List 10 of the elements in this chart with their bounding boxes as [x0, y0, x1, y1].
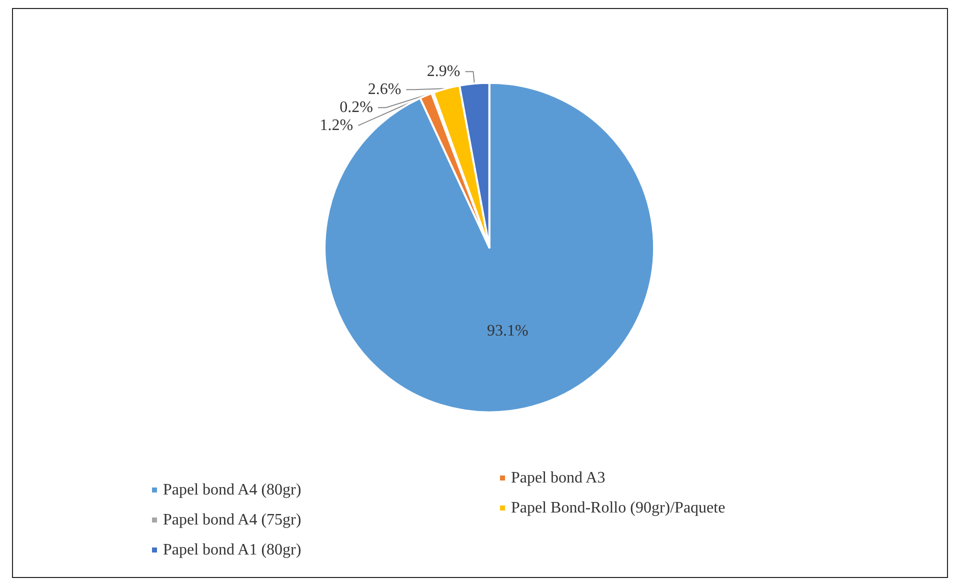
- data-label: 2.6%: [368, 81, 402, 98]
- legend-label: Papel bond A1 (80gr): [163, 542, 302, 558]
- legend-label: Papel bond A3: [511, 470, 606, 486]
- data-label: 0.2%: [340, 99, 373, 116]
- legend-label: Papel Bond-Rollo (90gr)/Paquete: [511, 500, 726, 516]
- legend-label: Papel bond A4 (75gr): [163, 512, 302, 528]
- data-label: 1.2%: [320, 117, 354, 134]
- data-label: 93.1%: [487, 322, 528, 340]
- data-label: 2.9%: [426, 63, 460, 80]
- legend-label: Papel bond A4 (80gr): [163, 482, 302, 498]
